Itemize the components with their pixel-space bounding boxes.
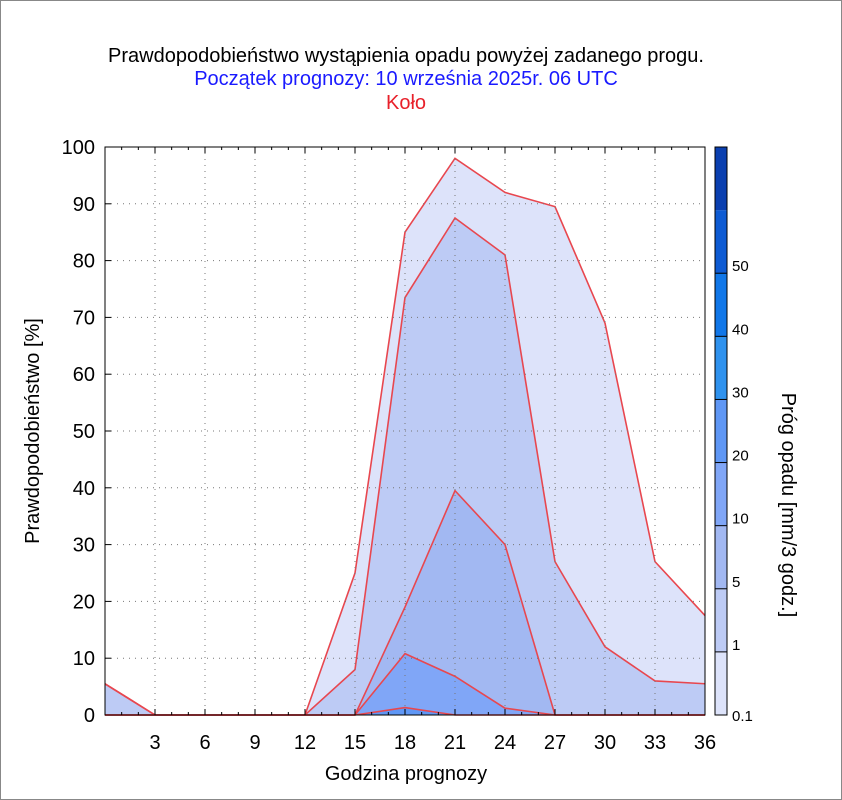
colorbar-tick-label: 0.1	[732, 708, 753, 725]
y-tick-label: 30	[73, 535, 95, 557]
minor-ticks	[104, 147, 706, 715]
colorbar-band	[715, 210, 727, 274]
y-tick-label: 60	[73, 364, 95, 386]
y-tick-label: 80	[73, 251, 95, 273]
area-threshold-10	[105, 653, 705, 715]
x-tick-label: 33	[644, 732, 666, 754]
colorbar-tick-label: 1	[732, 637, 740, 654]
y-tick-label: 100	[62, 137, 95, 159]
x-tick-label: 24	[494, 732, 516, 754]
colorbar-tick-label: 50	[732, 258, 749, 275]
x-tick-label: 3	[149, 732, 160, 754]
y-tick-label: 90	[73, 194, 95, 216]
x-tick-label: 18	[394, 732, 416, 754]
x-axis-label: Godzina prognozy	[325, 763, 487, 785]
y-tick-label: 0	[84, 705, 95, 727]
colorbar-band	[715, 651, 727, 715]
colorbar-tick-label: 10	[732, 511, 749, 528]
y-tick-label: 40	[73, 478, 95, 500]
colorbar-band	[715, 147, 727, 211]
plot-grid	[105, 147, 705, 715]
area-threshold-1	[105, 218, 705, 715]
colorbar	[714, 146, 728, 716]
colorbar-band	[715, 273, 727, 337]
colorbar-band	[715, 588, 727, 652]
y-axis-ticks: 0 10 20 30 40 50 60 70 80 90 100	[62, 137, 111, 727]
chart-subtitle: Początek prognozy: 10 września 2025r. 06…	[194, 68, 618, 90]
colorbar-tick-label: 40	[732, 321, 749, 338]
colorbar-band	[715, 525, 727, 589]
colorbar-band	[715, 462, 727, 526]
x-tick-label: 9	[249, 732, 260, 754]
x-tick-label: 27	[544, 732, 566, 754]
y-axis-label: Prawdopodobieństwo [%]	[22, 318, 44, 544]
location-label: Koło	[386, 92, 426, 114]
y-tick-label: 20	[73, 591, 95, 613]
colorbar-tick-label: 20	[732, 448, 749, 465]
x-tick-label: 12	[294, 732, 316, 754]
x-tick-label: 21	[444, 732, 466, 754]
colorbar-tick-label: 30	[732, 384, 749, 401]
x-tick-label: 36	[694, 732, 716, 754]
colorbar-ticks: 0.1 1 5 10 20 30 40 50	[715, 258, 753, 725]
x-tick-label: 30	[594, 732, 616, 754]
colorbar-band	[715, 399, 727, 463]
y-tick-label: 10	[73, 648, 95, 670]
chart-title: Prawdopodobieństwo wystąpienia opadu pow…	[108, 45, 704, 67]
y-tick-label: 50	[73, 421, 95, 443]
colorbar-tick-label: 5	[732, 574, 740, 591]
colorbar-band	[715, 336, 727, 400]
plot-areas	[104, 157, 706, 716]
colorbar-label: Próg opadu [mm/3 godz.]	[777, 393, 799, 618]
y-tick-label: 70	[73, 307, 95, 329]
x-tick-label: 15	[344, 732, 366, 754]
x-axis-ticks: 3 6 9 12 15 18 21 24 27 30 33 36	[149, 732, 716, 754]
x-tick-label: 6	[199, 732, 210, 754]
